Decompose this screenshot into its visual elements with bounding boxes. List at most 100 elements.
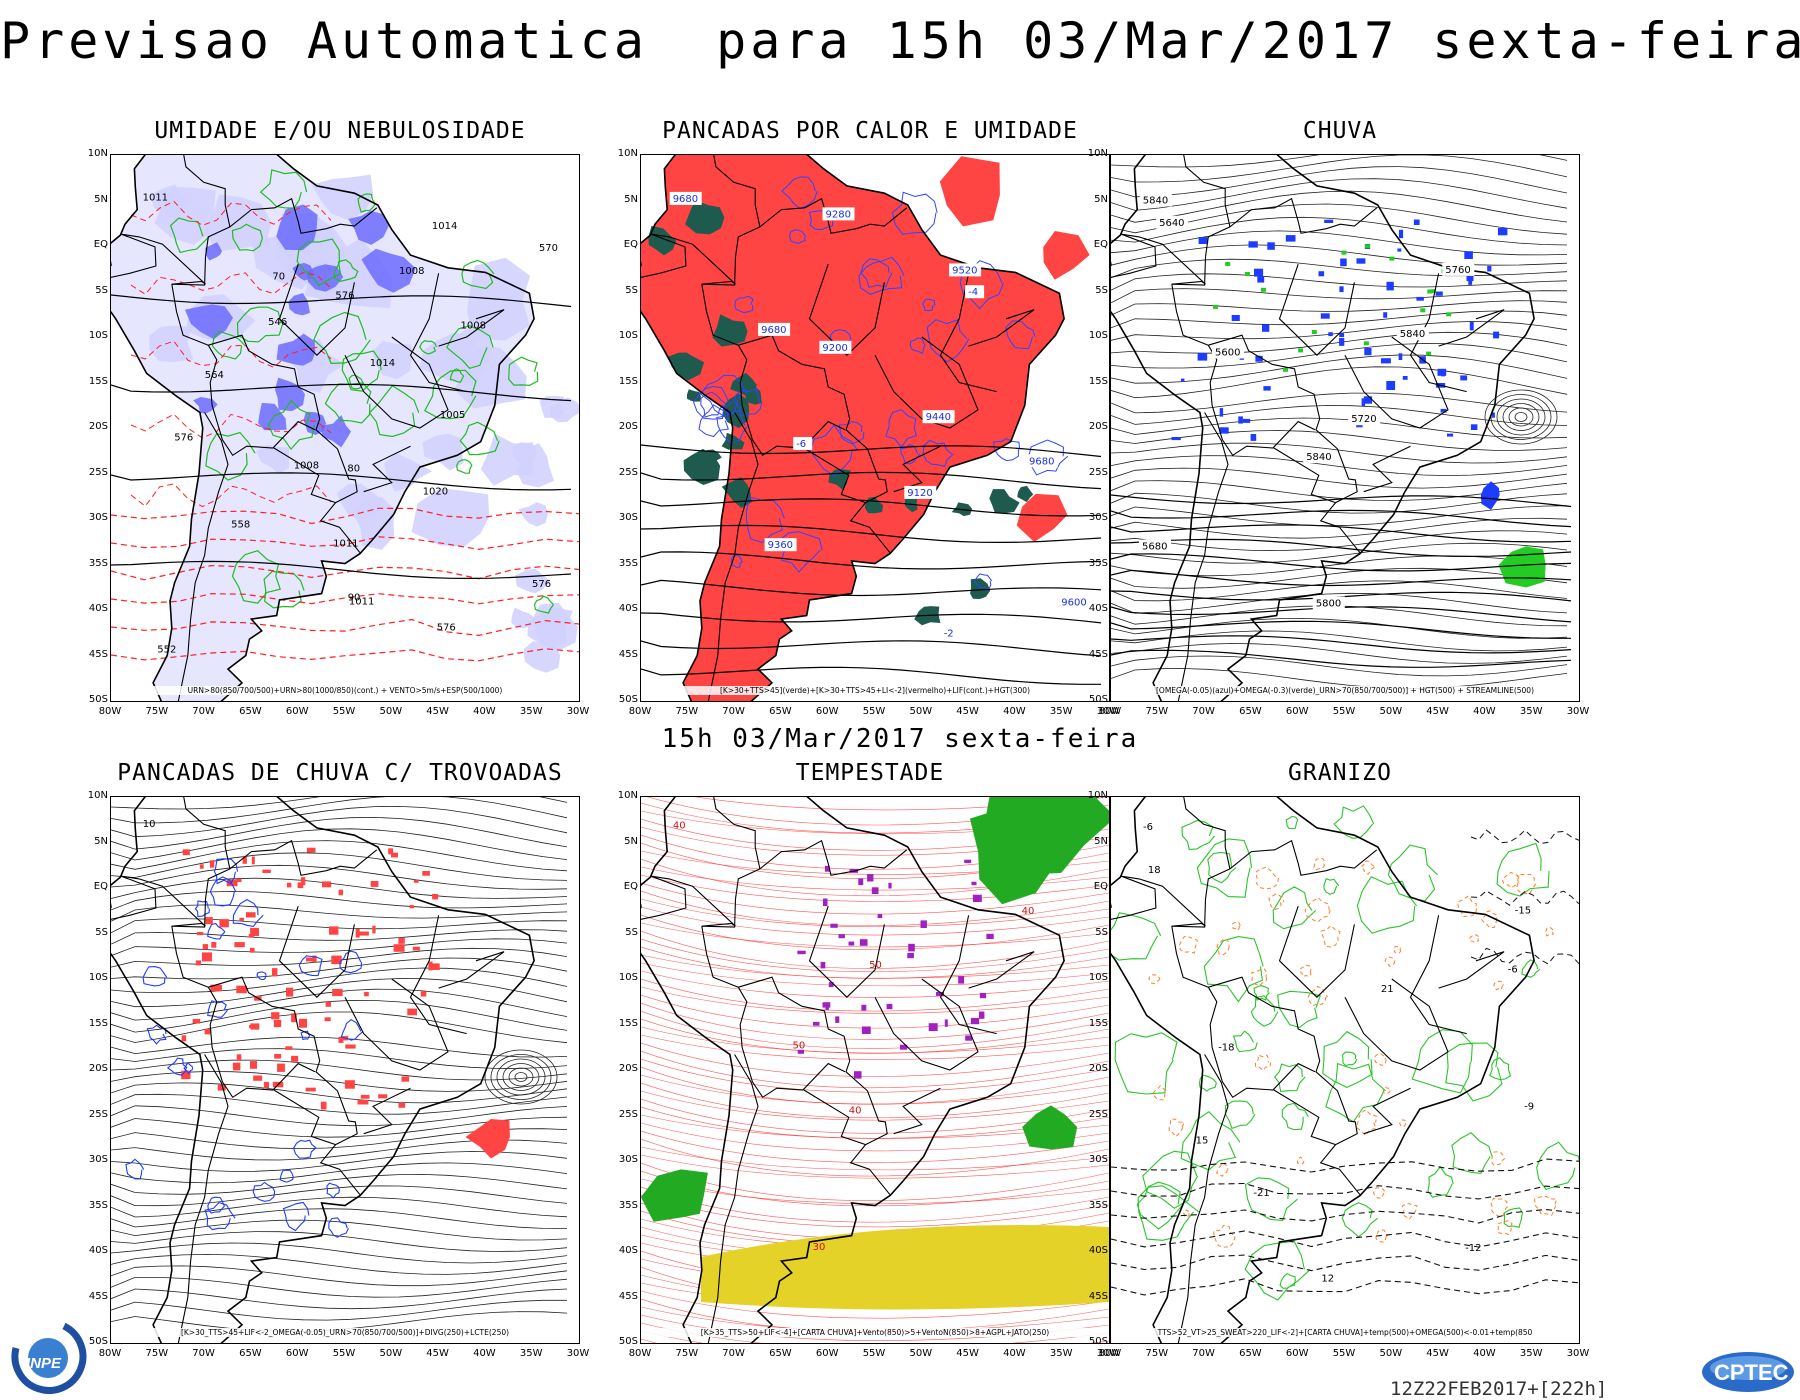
lon-tick-label: 50W — [379, 1348, 403, 1359]
border — [1177, 1054, 1229, 1343]
contour-label: 18 — [1148, 865, 1161, 876]
border — [171, 284, 209, 346]
contour-label-bg — [1312, 596, 1345, 610]
contour-label-bg — [1442, 262, 1475, 276]
lon-tick-label: 40W — [1473, 1348, 1496, 1359]
border — [1171, 839, 1378, 928]
contour-label: 9680 — [673, 194, 698, 205]
panel-rain: CHUVA 5840 5840 5840 5800 5760 5720 5680 5640 560… — [1060, 118, 1620, 717]
contour-label: 10 — [143, 819, 156, 830]
border — [1278, 906, 1355, 998]
border — [1177, 412, 1229, 701]
lat-tick-label: 15S — [618, 1017, 638, 1029]
contour-label: 12 — [1321, 1274, 1334, 1285]
border — [738, 976, 891, 1196]
border — [1278, 264, 1355, 356]
border — [121, 233, 206, 285]
contour-label: 9280 — [826, 209, 851, 220]
border — [344, 978, 449, 1071]
lat-tick-label: 40S — [1088, 603, 1108, 614]
border — [701, 839, 908, 928]
contour-label-bg — [1139, 193, 1172, 207]
lat-tick-label: 15S — [618, 375, 638, 387]
contour-label-bg — [1396, 327, 1429, 341]
border — [1171, 197, 1378, 286]
contour-label: 5600 — [1215, 348, 1240, 359]
contour-label: 1011 — [143, 192, 168, 203]
lon-tick-label: 50W — [909, 706, 933, 717]
map-plot: 9680 9680 9680 9600 9520 9440 9360 9280 9200 9120… — [641, 155, 1102, 701]
contour-label: -4 — [968, 287, 978, 298]
border — [1183, 797, 1231, 870]
panel-hail: GRANIZO -6 -6 -9 -12 -15 -18 -21 18 21 15 12 TTS>52_… — [1060, 760, 1620, 1359]
lon-tick-label: 80W — [1098, 1348, 1122, 1359]
lat-tick-label: 35S — [1088, 557, 1108, 569]
lat-tick-label: 50S — [1088, 694, 1108, 705]
border — [409, 915, 467, 1035]
lat-tick-label: 10N — [617, 790, 638, 801]
lon-tick-label: 70W — [192, 706, 215, 717]
contour-label: 5720 — [1351, 414, 1376, 425]
map-plot: 40 50 40 30 40 50 — [641, 797, 1109, 1343]
panel-title: TEMPESTADE — [795, 760, 945, 786]
lon-tick-label: 40W — [473, 1348, 496, 1359]
contour-label: 1008 — [461, 321, 486, 332]
border — [1208, 334, 1361, 554]
lon-tick-label: 45W — [426, 1348, 449, 1359]
lon-tick-label: 30W — [1566, 706, 1590, 717]
panel-caption: [K>35_TTS>50+LIF<-4]+[CARTA CHUVA]+Vento… — [641, 1328, 1109, 1337]
contour-label-bg — [904, 485, 937, 499]
contour-label: 15 — [1196, 1136, 1209, 1147]
lon-tick-label: 30W — [566, 706, 590, 717]
contour-label: -15 — [1515, 906, 1531, 917]
lon-tick-label: 75W — [675, 1348, 699, 1359]
lon-tick-label: 35W — [1519, 1348, 1543, 1359]
border — [171, 197, 378, 286]
contour-label: 50 — [793, 1040, 806, 1051]
border — [737, 986, 846, 1099]
lon-tick-label: 65W — [239, 706, 262, 717]
lat-tick-label: 35S — [88, 1199, 108, 1211]
lat-tick-label: 10N — [617, 148, 638, 159]
contour-label: 1020 — [423, 486, 448, 497]
contour-label: 546 — [268, 317, 287, 328]
lon-tick-label: 70W — [722, 706, 745, 717]
lat-tick-label: 15S — [88, 1017, 108, 1029]
lon-tick-label: 80W — [628, 706, 652, 717]
lon-tick-label: 65W — [239, 1348, 262, 1359]
contour-label-bg — [1303, 450, 1336, 464]
lon-tick-label: 30W — [1096, 1348, 1120, 1359]
border — [874, 978, 979, 1071]
contour-label: 1014 — [370, 358, 395, 369]
border — [1344, 978, 1449, 1071]
border — [1438, 951, 1505, 989]
panel-title: CHUVA — [1302, 118, 1378, 144]
lat-tick-label: 45S — [618, 648, 638, 660]
lat-tick-label: 5N — [1094, 193, 1108, 205]
border — [1344, 336, 1449, 429]
border — [1121, 233, 1206, 285]
contour-label-bg — [819, 340, 852, 354]
border — [207, 986, 316, 1099]
lon-tick-label: 65W — [769, 706, 792, 717]
panel-caption: [K>30_TTS>45+LIF<-2_OMEGA(-0.05)_URN>70(… — [111, 1328, 579, 1337]
contour-label: 30 — [813, 1242, 826, 1253]
border — [713, 797, 761, 870]
border — [1171, 926, 1209, 988]
border — [121, 875, 206, 927]
svg-text:CPTEC: CPTEC — [1714, 1360, 1789, 1385]
lat-tick-label: 50S — [1088, 1336, 1108, 1347]
coastline — [641, 797, 1065, 1343]
border — [438, 951, 505, 989]
border — [893, 1087, 941, 1135]
lon-tick-label: 60W — [1285, 1348, 1309, 1359]
contour-label-bg — [669, 191, 702, 205]
lat-tick-label: 5N — [94, 835, 108, 847]
lat-tick-label: 40S — [618, 1245, 638, 1256]
panel-title: UMIDADE E/OU NEBULOSIDADE — [154, 118, 526, 144]
border — [1363, 1087, 1411, 1135]
map-frame: 10 [K>30_TTS>45+LIF<-2_OMEGA(-0.05)_URN>7… — [110, 796, 580, 1344]
contour-label: 40 — [1022, 906, 1035, 917]
lon-tick-label: 55W — [1332, 706, 1356, 717]
contour-label: -21 — [1253, 1188, 1269, 1199]
